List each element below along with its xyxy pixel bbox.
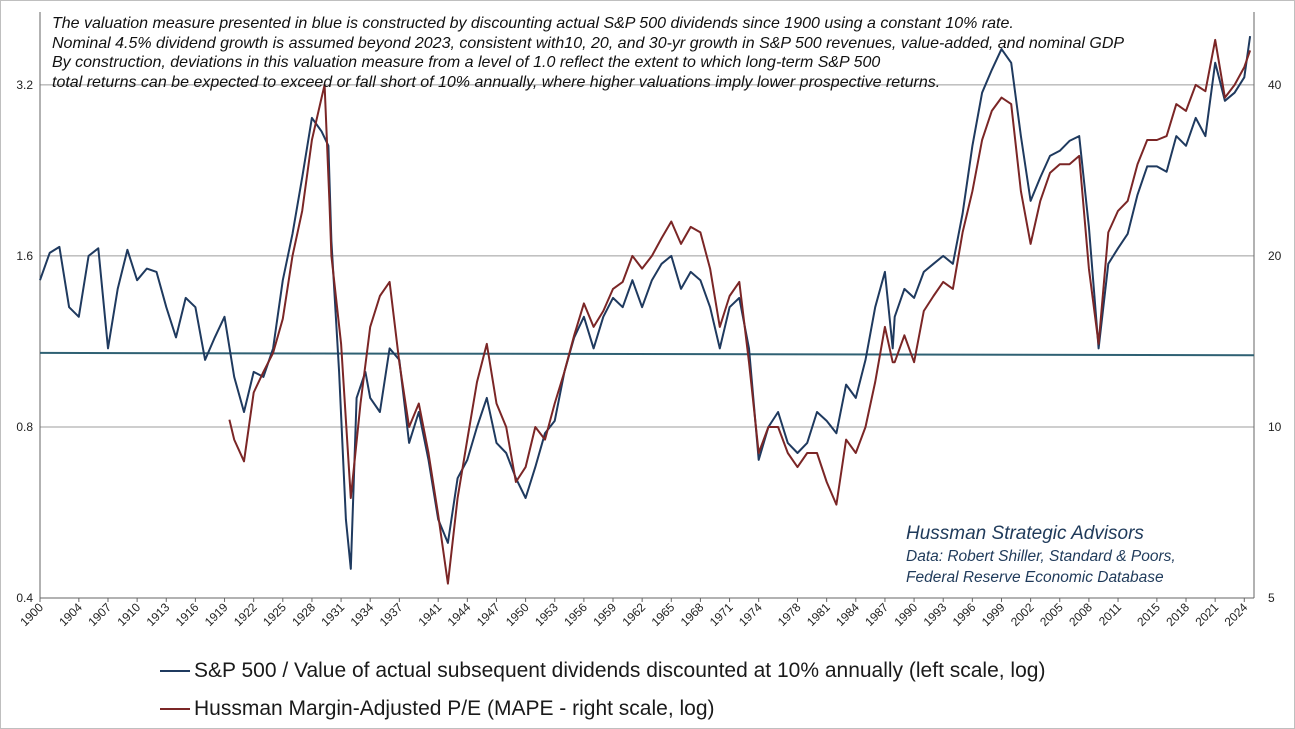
x-tick-label: 1981: [804, 600, 833, 629]
note-line-3: By construction, deviations in this valu…: [52, 54, 881, 71]
legend-item-red: Hussman Margin-Adjusted P/E (MAPE - righ…: [160, 690, 1045, 728]
x-tick-label: 1971: [707, 600, 736, 629]
legend-swatch-blue: [160, 670, 190, 672]
x-tick-label: 1907: [85, 600, 114, 629]
y-right-tick-label: 10: [1268, 420, 1282, 434]
chart-note: The valuation measure presented in blue …: [52, 14, 1252, 92]
legend: S&P 500 / Value of actual subsequent div…: [160, 652, 1045, 728]
x-tick-label: 1953: [532, 600, 561, 629]
y-left-tick-label: 1.6: [16, 249, 33, 263]
x-tick-label: 2008: [1066, 600, 1095, 629]
x-tick-label: 2024: [1222, 600, 1251, 629]
x-tick-label: 2018: [1163, 600, 1192, 629]
x-tick-label: 1919: [202, 600, 231, 629]
y-right-tick-label: 20: [1268, 249, 1282, 263]
x-tick-label: 1950: [503, 600, 532, 629]
x-tick-label: 1993: [921, 600, 950, 629]
x-tick-label: 1904: [56, 600, 85, 629]
x-tick-label: 1937: [377, 600, 406, 629]
series-line-red: [228, 38, 1252, 585]
note-line-1: The valuation measure presented in blue …: [52, 15, 1014, 32]
x-tick-label: 2005: [1037, 600, 1066, 629]
y-right-tick-label: 40: [1268, 78, 1282, 92]
legend-label-red: Hussman Margin-Adjusted P/E (MAPE - righ…: [194, 697, 715, 720]
x-tick-label: 1944: [445, 600, 474, 629]
x-tick-label: 1984: [833, 600, 862, 629]
x-tick-label: 1928: [289, 600, 318, 629]
x-tick-label: 1934: [348, 600, 377, 629]
x-tick-label: 1925: [260, 600, 289, 629]
x-tick-label: 2002: [1008, 600, 1037, 629]
x-tick-label: 1968: [678, 600, 707, 629]
x-tick-label: 1990: [891, 600, 920, 629]
x-tick-label: 1987: [862, 600, 891, 629]
x-tick-label: 2015: [1134, 600, 1163, 629]
x-tick-label: 2011: [1096, 600, 1124, 628]
y-left-tick-label: 3.2: [16, 78, 33, 92]
x-tick-label: 1965: [649, 600, 678, 629]
credit-data-source-2: Federal Reserve Economic Database: [906, 569, 1164, 586]
reference-line: [39, 351, 1255, 357]
legend-item-blue: S&P 500 / Value of actual subsequent div…: [160, 652, 1045, 690]
x-tick-label: 1913: [144, 600, 173, 629]
legend-label-blue: S&P 500 / Value of actual subsequent div…: [194, 659, 1046, 682]
x-tick-label: 1922: [231, 600, 260, 629]
y-left-tick-label: 0.8: [16, 420, 33, 434]
y-right-tick-label: 5: [1268, 591, 1275, 605]
credit-data-source: Data: Robert Shiller, Standard & Poors,: [906, 548, 1176, 565]
x-tick-label: 1974: [736, 600, 765, 629]
x-tick-label: 1947: [474, 600, 503, 629]
x-tick-label: 1910: [114, 600, 143, 629]
legend-swatch-red: [160, 708, 190, 710]
x-tick-label: 1978: [775, 600, 804, 629]
x-tick-label: 1956: [561, 600, 590, 629]
x-tick-label: 1962: [619, 600, 648, 629]
x-tick-label: 1931: [318, 600, 347, 629]
x-tick-label: 2021: [1192, 600, 1221, 629]
note-line-2: Nominal 4.5% dividend growth is assumed …: [52, 34, 1125, 52]
credit-author: Hussman Strategic Advisors: [906, 523, 1144, 544]
series-line-blue: [39, 35, 1252, 570]
x-tick-label: 1959: [590, 600, 619, 629]
source-credit: Hussman Strategic Advisors Data: Robert …: [906, 522, 1176, 588]
x-tick-label: 1996: [950, 600, 979, 629]
note-line-4: total returns can be expected to exceed …: [52, 73, 941, 91]
x-tick-label: 1916: [173, 600, 202, 629]
y-left-tick-label: 0.4: [16, 591, 33, 605]
x-tick-label: 1941: [416, 600, 445, 629]
x-tick-label: 1999: [979, 600, 1008, 629]
